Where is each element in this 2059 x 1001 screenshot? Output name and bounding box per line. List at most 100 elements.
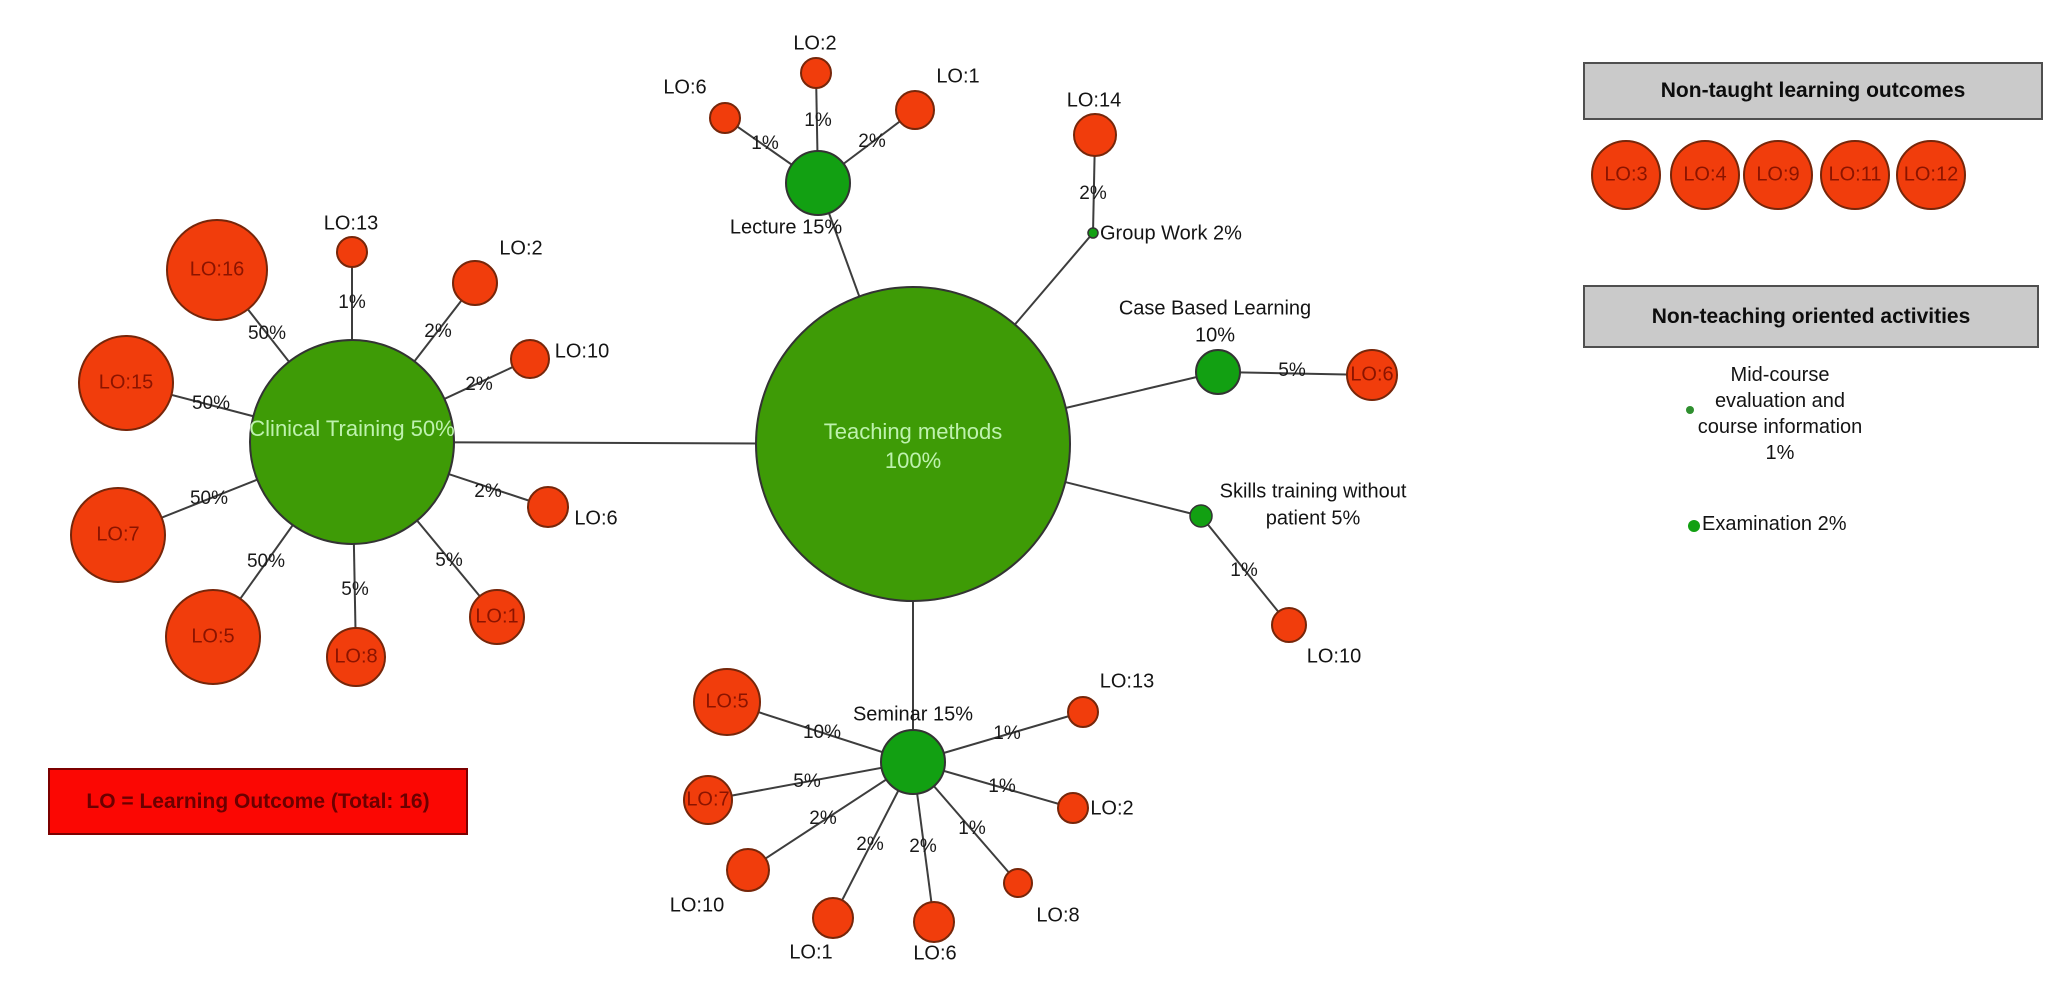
node-sem-lo7-circle	[683, 775, 733, 825]
node-sem-lo5-circle	[693, 668, 761, 736]
non-taught-header: Non-taught learning outcomes	[1583, 62, 2043, 120]
edge-seminar-sem-lo1-percent-label: 2%	[856, 834, 884, 855]
node-teaching-label-1: Teaching methods	[824, 419, 1003, 444]
node-sem-lo10-circle	[726, 848, 770, 892]
edge-seminar-sem-lo2-percent-label: 1%	[988, 776, 1016, 797]
node-groupwork-label: Group Work 2%	[1100, 222, 1242, 244]
lo-legend-box: LO = Learning Outcome (Total: 16)	[48, 768, 468, 835]
node-sem-lo8-label: LO:8	[1036, 904, 1079, 926]
edge-seminar-sem-lo7-percent-label: 5%	[793, 771, 821, 792]
node-cl-lo8-circle	[326, 627, 386, 687]
edge-lecture-lec-lo6-percent-label: 1%	[751, 133, 779, 154]
node-cbl-label-2: 10%	[1195, 324, 1235, 346]
node-seminar-label: Seminar 15%	[853, 703, 973, 725]
node-clinical-circle	[249, 339, 455, 545]
node-cl-lo16-label: LO:16	[190, 258, 244, 280]
node-nt-lo9-label: LO:9	[1756, 163, 1799, 185]
node-lecture-circle	[785, 150, 851, 216]
edge-clinical-cl-lo7-percent-label: 50%	[190, 488, 228, 509]
node-sem-lo1-label: LO:1	[789, 941, 832, 963]
node-skills-lo10-circle	[1271, 607, 1307, 643]
node-cbl-circle	[1195, 349, 1241, 395]
node-sem-lo10-label: LO:10	[670, 894, 724, 916]
node-nt-lo4-circle	[1670, 140, 1740, 210]
node-nt-lo9-circle	[1743, 140, 1813, 210]
node-lec-lo1-circle	[895, 90, 935, 130]
node-cbl-lo6-circle	[1346, 349, 1398, 401]
node-lec-lo2-circle	[800, 57, 832, 89]
edge-seminar-sem-lo5-percent-label: 10%	[803, 722, 841, 743]
node-cl-lo6-label: LO:6	[574, 507, 617, 529]
node-skills-label-1: Skills training without	[1220, 480, 1407, 502]
node-skills-circle	[1189, 504, 1213, 528]
node-nt-lo11-circle	[1820, 140, 1890, 210]
node-lo14-circle	[1073, 113, 1117, 157]
node-seminar-circle	[880, 729, 946, 795]
edge-skills-skills-lo10-line	[1200, 515, 1290, 626]
midcourse-label: Mid-course evaluation and course informa…	[1660, 362, 1900, 466]
node-cl-lo13-circle	[336, 236, 368, 268]
node-lecture-label: Lecture 15%	[730, 216, 843, 238]
edge-seminar-sem-lo13-percent-label: 1%	[993, 723, 1021, 744]
node-cl-lo7-label: LO:7	[96, 523, 139, 545]
node-lec-lo6-circle	[709, 102, 741, 134]
node-cl-lo1-label: LO:1	[475, 605, 518, 627]
node-cl-lo15-label: LO:15	[99, 371, 153, 393]
edge-clinical-cl-lo15-percent-label: 50%	[192, 393, 230, 414]
midcourse-line2: evaluation and	[1714, 390, 1846, 412]
non-teaching-header: Non-teaching oriented activities	[1583, 285, 2039, 348]
node-cl-lo13-label: LO:13	[324, 212, 378, 234]
midcourse-dot-icon	[1686, 406, 1694, 414]
node-nt-lo11-label: LO:11	[1829, 163, 1882, 185]
node-cbl-lo6-label: LO:6	[1350, 363, 1393, 385]
node-skills-lo10-label: LO:10	[1307, 645, 1361, 667]
node-cl-lo2-label: LO:2	[499, 237, 542, 259]
node-sem-lo8-circle	[1003, 868, 1033, 898]
node-cl-lo1-circle	[469, 589, 525, 645]
examination-dot-icon	[1688, 520, 1700, 532]
node-lec-lo2-label: LO:2	[793, 32, 836, 54]
node-lec-lo1-label: LO:1	[936, 65, 979, 87]
edge-lecture-lec-lo2-percent-label: 1%	[804, 110, 832, 131]
edge-seminar-sem-lo10-percent-label: 2%	[809, 808, 837, 829]
edge-clinical-cl-lo10-percent-label: 2%	[465, 374, 493, 395]
node-sem-lo7-label: LO:7	[686, 788, 729, 810]
edge-seminar-sem-lo6-percent-label: 2%	[909, 836, 937, 857]
edge-clinical-cl-lo13-percent-label: 1%	[338, 292, 366, 313]
node-sem-lo13-circle	[1067, 696, 1099, 728]
node-skills-label-2: patient 5%	[1266, 507, 1361, 529]
edge-cbl-cbl-lo6-percent-label: 5%	[1278, 360, 1306, 381]
node-teaching-label-2: 100%	[885, 448, 941, 473]
node-cl-lo10-circle	[510, 339, 550, 379]
node-cl-lo16-circle	[166, 219, 268, 321]
edge-clinical-cl-lo5-percent-label: 50%	[247, 551, 285, 572]
edge-clinical-cl-lo6-percent-label: 2%	[474, 481, 502, 502]
node-lec-lo6-label: LO:6	[663, 76, 706, 98]
node-cl-lo2-circle	[452, 260, 498, 306]
node-cbl-label-1: Case Based Learning	[1119, 297, 1311, 319]
node-cl-lo15-circle	[78, 335, 174, 431]
node-nt-lo12-circle	[1896, 140, 1966, 210]
node-sem-lo6-label: LO:6	[913, 942, 956, 964]
edge-skills-skills-lo10-percent-label: 1%	[1230, 560, 1258, 581]
node-clinical-label: Clinical Training 50%	[249, 416, 454, 441]
node-cl-lo8-label: LO:8	[334, 645, 377, 667]
edge-clinical-cl-lo1-percent-label: 5%	[435, 550, 463, 571]
edge-groupwork-lo14-percent-label: 2%	[1079, 183, 1107, 204]
examination-label: Examination 2%	[1702, 513, 1847, 535]
node-cl-lo5-circle	[165, 589, 261, 685]
edge-clinical-cl-lo2-percent-label: 2%	[424, 321, 452, 342]
node-cl-lo10-label: LO:10	[555, 340, 609, 362]
node-cl-lo6-circle	[527, 486, 569, 528]
midcourse-line1: Mid-course	[1730, 364, 1830, 386]
node-cl-lo7-circle	[70, 487, 166, 583]
edge-seminar-sem-lo7-line	[707, 761, 914, 801]
midcourse-line4: 1%	[1765, 442, 1795, 464]
node-sem-lo2-circle	[1057, 792, 1089, 824]
edge-lecture-lec-lo1-percent-label: 2%	[858, 131, 886, 152]
node-sem-lo6-circle	[913, 901, 955, 943]
node-nt-lo3-circle	[1591, 140, 1661, 210]
node-sem-lo5-label: LO:5	[705, 690, 748, 712]
